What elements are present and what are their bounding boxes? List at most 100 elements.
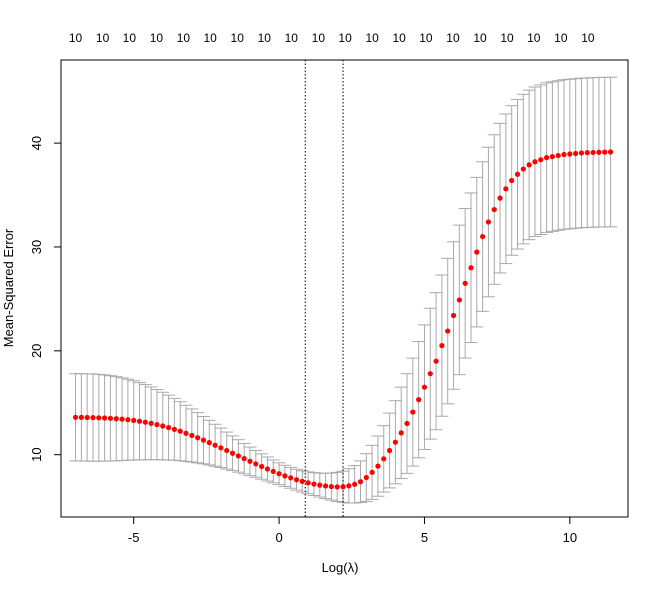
- data-point: [491, 206, 497, 213]
- data-point: [96, 415, 102, 421]
- top-axis-label: 10: [96, 31, 110, 45]
- data-point: [573, 150, 579, 157]
- data-point: [357, 479, 364, 485]
- data-point: [381, 456, 387, 462]
- data-point: [218, 445, 224, 451]
- data-point: [264, 466, 271, 472]
- data-point: [410, 409, 416, 415]
- data-point: [340, 484, 346, 490]
- data-point: [224, 447, 230, 454]
- data-point: [590, 149, 596, 156]
- x-tick-label: 0: [275, 530, 282, 545]
- data-point: [206, 440, 212, 446]
- data-point: [346, 483, 352, 489]
- data-point: [369, 469, 375, 475]
- data-point: [485, 219, 492, 225]
- y-tick-label: 40: [29, 136, 44, 150]
- data-point: [200, 437, 207, 443]
- data-point: [177, 428, 183, 434]
- x-axis-label: Log(λ): [322, 560, 359, 575]
- data-point: [334, 484, 340, 490]
- data-point: [602, 149, 608, 155]
- y-axis: 10 20 30 40: [29, 136, 61, 462]
- top-axis-label: 10: [365, 31, 379, 45]
- top-axis-label: 10: [527, 31, 541, 45]
- top-axis-label: 10: [581, 31, 595, 45]
- data-point: [450, 312, 457, 319]
- data-point: [578, 150, 585, 156]
- y-tick-label: 30: [29, 240, 44, 254]
- data-point: [352, 481, 358, 487]
- vertical-reference-lines: [304, 60, 344, 517]
- data-point: [235, 453, 241, 459]
- top-axis-label: 10: [446, 31, 460, 45]
- data-point: [532, 159, 538, 165]
- data-point: [160, 423, 166, 429]
- plot-frame: [60, 59, 629, 518]
- data-point: [229, 450, 236, 456]
- top-axis-label: 10: [419, 31, 433, 45]
- top-axis-label: 10: [392, 31, 406, 45]
- data-point: [119, 416, 125, 422]
- data-point: [375, 463, 381, 469]
- data-point: [102, 415, 108, 421]
- data-point: [84, 414, 90, 421]
- data-point: [195, 435, 201, 441]
- data-point: [503, 186, 509, 192]
- data-point: [212, 442, 218, 448]
- data-point: [328, 483, 335, 490]
- data-point: [136, 418, 143, 424]
- data-point: [549, 153, 556, 160]
- data-point: [363, 474, 369, 481]
- top-axis-label: 10: [554, 31, 568, 45]
- x-axis: -5 0 5 10: [128, 517, 577, 545]
- data-point: [299, 478, 305, 484]
- top-axis-label: 10: [338, 31, 352, 45]
- data-point: [584, 150, 590, 156]
- data-point: [276, 471, 282, 477]
- data-point: [462, 280, 468, 286]
- data-point: [317, 482, 323, 488]
- data-point: [183, 430, 189, 436]
- data-point: [456, 297, 462, 303]
- x-tick-label: 10: [563, 530, 577, 545]
- y-tick-label: 10: [29, 447, 44, 461]
- top-axis-label: 10: [312, 31, 326, 45]
- top-axis-label: 10: [123, 31, 137, 45]
- top-axis-label: 10: [203, 31, 217, 45]
- data-point: [538, 157, 544, 163]
- data-point: [189, 432, 195, 439]
- data-point: [282, 473, 288, 479]
- data-point: [561, 151, 567, 158]
- data-point: [154, 421, 160, 428]
- top-axis-label: 10: [500, 31, 514, 45]
- top-axis-label: 10: [69, 31, 83, 45]
- data-point: [474, 249, 480, 255]
- data-point: [247, 458, 253, 464]
- data-point: [567, 151, 573, 157]
- data-point: [386, 447, 393, 454]
- top-axis-label: 10: [231, 31, 245, 45]
- x-tick-label: -5: [128, 530, 140, 545]
- data-point: [90, 415, 96, 421]
- data-point: [270, 468, 276, 475]
- data-point: [480, 233, 486, 240]
- data-point: [526, 162, 532, 168]
- data-point: [311, 481, 317, 487]
- data-point: [468, 265, 474, 271]
- data-point: [323, 483, 329, 489]
- top-axis-label: 10: [473, 31, 487, 45]
- data-point: [427, 371, 433, 377]
- data-point: [509, 177, 515, 184]
- data-point: [497, 195, 503, 201]
- x-tick-label: 5: [421, 530, 428, 545]
- data-point: [113, 416, 119, 422]
- data-point: [305, 480, 311, 486]
- data-point: [131, 417, 137, 424]
- data-point: [148, 420, 154, 426]
- data-point: [72, 414, 79, 420]
- data-point: [404, 420, 410, 427]
- data-point: [416, 397, 422, 403]
